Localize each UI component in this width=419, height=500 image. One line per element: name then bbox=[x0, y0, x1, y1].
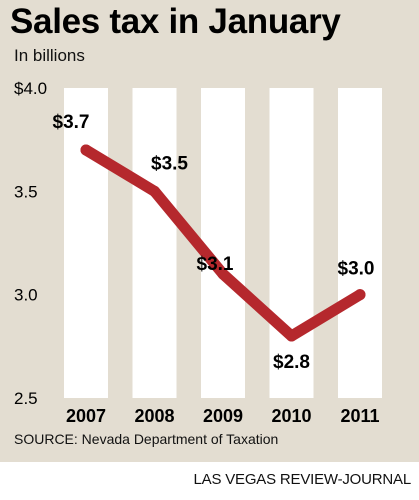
data-point-2009 bbox=[217, 268, 229, 280]
y-tick-label: 3.5 bbox=[14, 182, 38, 201]
source-note: SOURCE: Nevada Department of Taxation bbox=[14, 431, 279, 447]
data-point-2010 bbox=[286, 330, 297, 342]
y-tick-label: 2.5 bbox=[14, 389, 38, 408]
x-tick-label: 2008 bbox=[134, 406, 174, 426]
data-label: $3.7 bbox=[53, 112, 90, 133]
year-column-2009 bbox=[201, 88, 245, 398]
year-column-2008 bbox=[132, 88, 177, 398]
data-point-2008 bbox=[149, 185, 160, 197]
x-tick-label: 2007 bbox=[66, 406, 106, 426]
data-point-2011 bbox=[354, 289, 366, 301]
year-column-2007 bbox=[64, 88, 108, 398]
line-chart: $4.0 3.5 3.0 2.5 2007 2008 2009 2010 2011 $3.7 $3.… bbox=[14, 79, 382, 426]
x-tick-label: 2011 bbox=[340, 406, 379, 426]
chart-title: Sales tax in January bbox=[10, 2, 341, 41]
year-column-2010 bbox=[269, 88, 314, 398]
x-tick-label: 2010 bbox=[271, 406, 311, 426]
y-tick-label: $4.0 bbox=[14, 79, 47, 98]
y-tick-label: 3.0 bbox=[14, 286, 38, 305]
chart-subtitle: In billions bbox=[14, 46, 85, 65]
x-tick-label: 2009 bbox=[203, 406, 243, 426]
data-label: $3.0 bbox=[338, 259, 375, 280]
data-point-2007 bbox=[80, 144, 92, 156]
data-label: $3.5 bbox=[151, 153, 188, 174]
year-column-2011 bbox=[338, 88, 382, 398]
publication-credit: LAS VEGAS REVIEW-JOURNAL bbox=[193, 471, 412, 488]
data-label: $3.1 bbox=[197, 254, 234, 275]
data-label: $2.8 bbox=[273, 352, 310, 373]
